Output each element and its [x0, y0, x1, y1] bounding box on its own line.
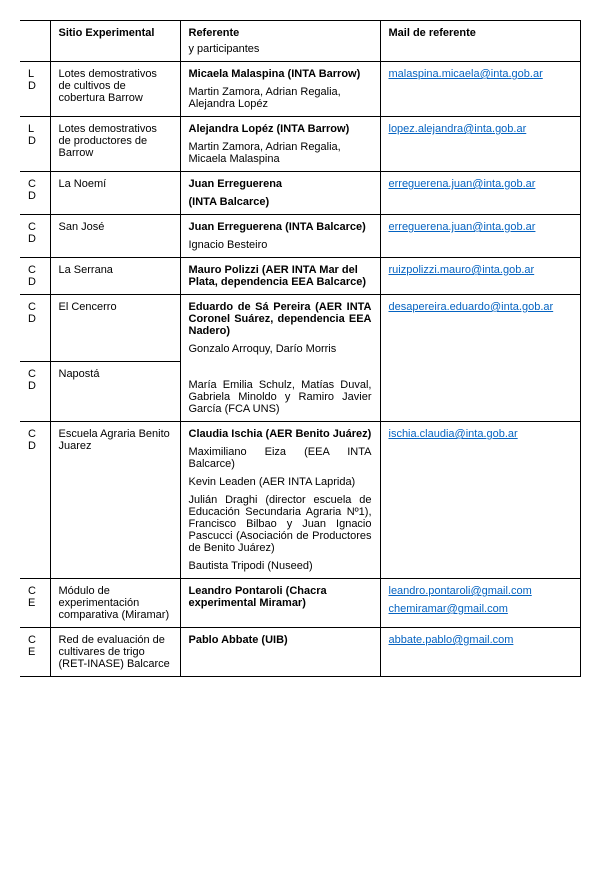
mail-link[interactable]: lopez.alejandra@inta.gob.ar — [389, 123, 527, 135]
header-referent: Referente y participantes — [180, 21, 380, 62]
referent-cell: Eduardo de Sá Pereira (AER INTA Coronel … — [180, 295, 380, 362]
participants: María Emilia Schulz, Matías Duval, Gabri… — [189, 379, 372, 415]
code-cell: CD — [20, 295, 50, 362]
header-referent-main: Referente — [189, 27, 372, 39]
mail-link[interactable]: abbate.pablo@gmail.com — [389, 634, 514, 646]
mail-cell: ischia.claudia@inta.gob.ar — [380, 422, 580, 579]
mail-link[interactable]: ischia.claudia@inta.gob.ar — [389, 428, 518, 440]
participants: Gonzalo Arroquy, Darío Morris — [189, 343, 372, 355]
site-cell: La Serrana — [50, 258, 180, 295]
experimental-sites-table: Sitio Experimental Referente y participa… — [20, 20, 581, 677]
code-cell: CE — [20, 579, 50, 628]
site-cell: Red de evaluación de cultivares de trigo… — [50, 628, 180, 677]
referent-name: Juan Erreguerena — [189, 178, 372, 190]
table-row: CE Módulo de experimentación comparativa… — [20, 579, 580, 628]
code-cell: LD — [20, 62, 50, 117]
table-row: CD El Cencerro Eduardo de Sá Pereira (AE… — [20, 295, 580, 362]
mail-link[interactable]: erreguerena.juan@inta.gob.ar — [389, 221, 536, 233]
site-cell: Módulo de experimentación comparativa (M… — [50, 579, 180, 628]
referent-cell: María Emilia Schulz, Matías Duval, Gabri… — [180, 361, 380, 422]
site-cell: San José — [50, 215, 180, 258]
code-cell: CE — [20, 628, 50, 677]
referent-cell: Alejandra Lopéz (INTA Barrow) Martin Zam… — [180, 117, 380, 172]
table-row: CD La Noemí Juan Erreguerena (INTA Balca… — [20, 172, 580, 215]
site-cell: Napostá — [50, 361, 180, 422]
header-code — [20, 21, 50, 62]
header-site: Sitio Experimental — [50, 21, 180, 62]
mail-cell: erreguerena.juan@inta.gob.ar — [380, 215, 580, 258]
participants: Bautista Tripodi (Nuseed) — [189, 560, 372, 572]
code-cell: CD — [20, 215, 50, 258]
referent-cell: Juan Erreguerena (INTA Balcarce) Ignacio… — [180, 215, 380, 258]
referent-name: Alejandra Lopéz (INTA Barrow) — [189, 123, 372, 135]
code-cell: CD — [20, 172, 50, 215]
site-cell: Lotes demostrativos de productores de Ba… — [50, 117, 180, 172]
referent-cell: Mauro Polizzi (AER INTA Mar del Plata, d… — [180, 258, 380, 295]
header-row: Sitio Experimental Referente y participa… — [20, 21, 580, 62]
referent-name: Mauro Polizzi (AER INTA Mar del Plata, d… — [189, 264, 372, 288]
code-cell: CD — [20, 258, 50, 295]
table-row: CD La Serrana Mauro Polizzi (AER INTA Ma… — [20, 258, 580, 295]
mail-cell: desapereira.eduardo@inta.gob.ar — [380, 295, 580, 362]
code-cell: CD — [20, 361, 50, 422]
mail-link[interactable]: erreguerena.juan@inta.gob.ar — [389, 178, 536, 190]
referent-cell: Juan Erreguerena (INTA Balcarce) — [180, 172, 380, 215]
participants: Martin Zamora, Adrian Regalia, Alejandra… — [189, 86, 372, 110]
site-cell: Lotes demostrativos de cultivos de cober… — [50, 62, 180, 117]
referent-cell: Micaela Malaspina (INTA Barrow) Martin Z… — [180, 62, 380, 117]
mail-link[interactable]: leandro.pontaroli@gmail.com — [389, 585, 532, 597]
mail-cell: erreguerena.juan@inta.gob.ar — [380, 172, 580, 215]
mail-cell: abbate.pablo@gmail.com — [380, 628, 580, 677]
referent-cell: Pablo Abbate (UIB) — [180, 628, 380, 677]
site-cell: La Noemí — [50, 172, 180, 215]
participants: Maximiliano Eiza (EEA INTA Balcarce) — [189, 446, 372, 470]
table-row: CD San José Juan Erreguerena (INTA Balca… — [20, 215, 580, 258]
table-row: CD Escuela Agraria Benito Juarez Claudia… — [20, 422, 580, 579]
participants: Kevin Leaden (AER INTA Laprida) — [189, 476, 372, 488]
referent-name: Micaela Malaspina (INTA Barrow) — [189, 68, 372, 80]
mail-link[interactable]: malaspina.micaela@inta.gob.ar — [389, 68, 543, 80]
referent-name: Eduardo de Sá Pereira (AER INTA Coronel … — [189, 301, 372, 337]
referent-name: Juan Erreguerena (INTA Balcarce) — [189, 221, 372, 233]
mail-link[interactable]: desapereira.eduardo@inta.gob.ar — [389, 301, 554, 313]
mail-cell — [380, 361, 580, 422]
mail-cell: leandro.pontaroli@gmail.com chemiramar@g… — [380, 579, 580, 628]
participants: Martin Zamora, Adrian Regalia, Micaela M… — [189, 141, 372, 165]
referent-name: Claudia Ischia (AER Benito Juárez) — [189, 428, 372, 440]
site-cell: Escuela Agraria Benito Juarez — [50, 422, 180, 579]
referent-name: Leandro Pontaroli (Chacra experimental M… — [189, 585, 372, 609]
mail-cell: ruizpolizzi.mauro@inta.gob.ar — [380, 258, 580, 295]
header-referent-sub: y participantes — [189, 43, 372, 55]
site-cell: El Cencerro — [50, 295, 180, 362]
table-row: CD Napostá María Emilia Schulz, Matías D… — [20, 361, 580, 422]
code-cell: CD — [20, 422, 50, 579]
mail-link[interactable]: chemiramar@gmail.com — [389, 603, 508, 615]
referent-name: Pablo Abbate (UIB) — [189, 634, 372, 646]
mail-cell: lopez.alejandra@inta.gob.ar — [380, 117, 580, 172]
referent-cell: Leandro Pontaroli (Chacra experimental M… — [180, 579, 380, 628]
participants: Julián Draghi (director escuela de Educa… — [189, 494, 372, 554]
referent-name-2: (INTA Balcarce) — [189, 196, 372, 208]
code-cell: LD — [20, 117, 50, 172]
table-row: LD Lotes demostrativos de cultivos de co… — [20, 62, 580, 117]
mail-cell: malaspina.micaela@inta.gob.ar — [380, 62, 580, 117]
header-mail: Mail de referente — [380, 21, 580, 62]
table-row: LD Lotes demostrativos de productores de… — [20, 117, 580, 172]
referent-cell: Claudia Ischia (AER Benito Juárez) Maxim… — [180, 422, 380, 579]
mail-link[interactable]: ruizpolizzi.mauro@inta.gob.ar — [389, 264, 535, 276]
table-row: CE Red de evaluación de cultivares de tr… — [20, 628, 580, 677]
participants: Ignacio Besteiro — [189, 239, 372, 251]
